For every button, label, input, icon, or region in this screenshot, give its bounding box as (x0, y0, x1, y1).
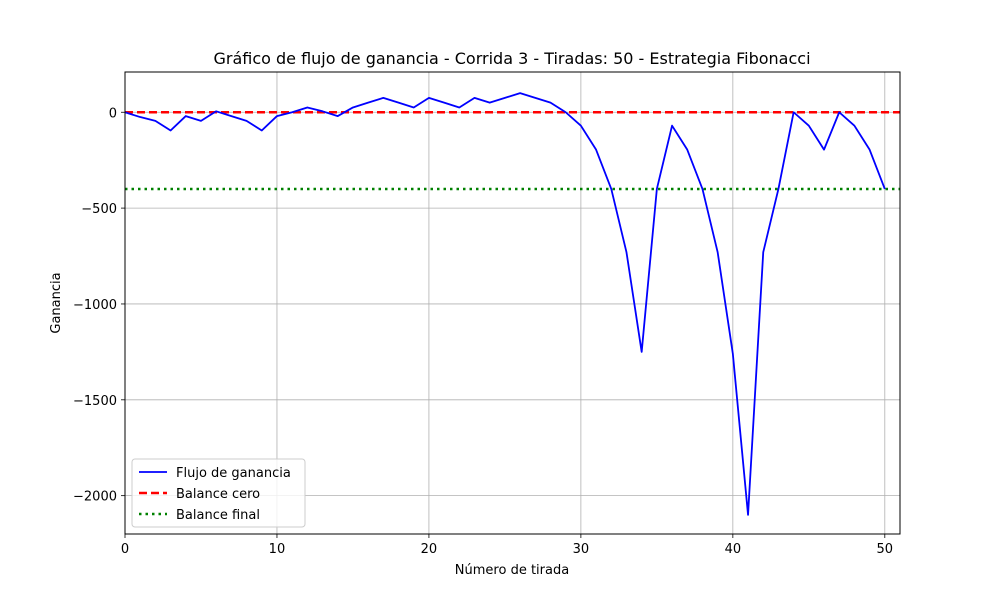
legend-label: Flujo de ganancia (176, 466, 291, 481)
y-tick-label: −500 (81, 202, 117, 217)
legend: Flujo de ganancia Balance cero Balance fin… (131, 458, 306, 528)
x-tick-label: 20 (421, 542, 438, 557)
plot-frame (124, 71, 901, 535)
y-axis-label: Ganancia (49, 272, 64, 333)
y-tick-label: −1500 (73, 394, 117, 409)
data-series (124, 92, 886, 516)
chart-title: Gráfico de flujo de ganancia - Corrida 3… (213, 49, 810, 68)
legend-box (131, 458, 306, 528)
x-tick-label: 10 (269, 542, 286, 557)
x-axis-label: Número de tirada (455, 563, 569, 578)
x-axis-ticks: 0 10 20 30 40 50 (121, 534, 893, 557)
x-tick-label: 30 (573, 542, 590, 557)
y-tick-label: −1000 (73, 298, 117, 313)
y-tick-label: −2000 (73, 490, 117, 505)
legend-label: Balance final (176, 508, 260, 523)
reference-lines (125, 111, 900, 191)
x-tick-label: 0 (121, 542, 129, 557)
x-tick-label: 50 (877, 542, 894, 557)
legend-label: Balance cero (176, 487, 260, 502)
profit-flow-line (124, 92, 886, 516)
y-tick-label: 0 (109, 106, 117, 121)
x-tick-label: 40 (725, 542, 742, 557)
y-axis-ticks: 0 −500 −1000 −1500 −2000 (73, 106, 125, 505)
